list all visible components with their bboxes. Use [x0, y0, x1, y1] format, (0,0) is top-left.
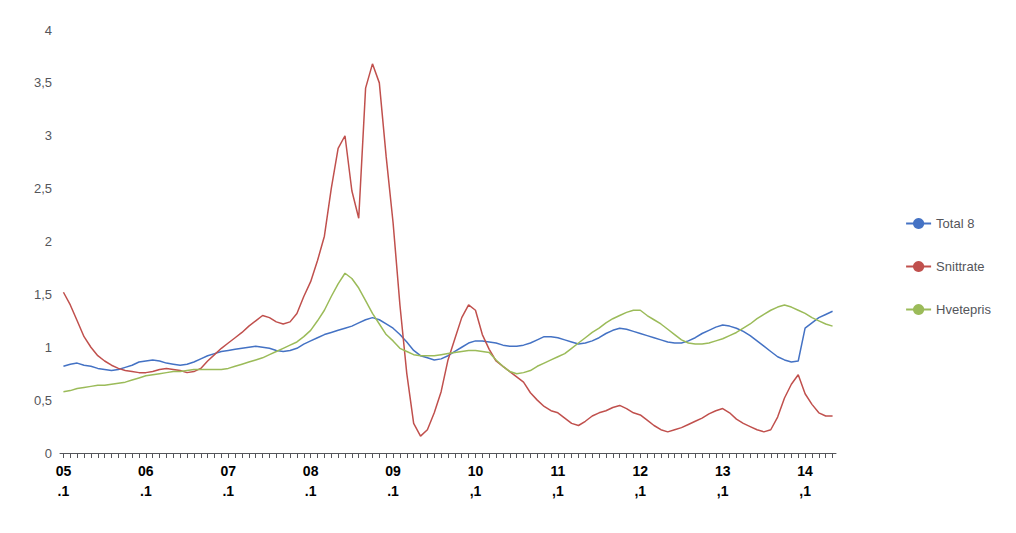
svg-text:0: 0 [45, 446, 52, 461]
svg-text:,1: ,1 [470, 483, 482, 499]
svg-text:Total 8: Total 8 [936, 216, 974, 231]
svg-text:.1: .1 [305, 483, 317, 499]
svg-text:05: 05 [56, 463, 72, 479]
svg-text:12: 12 [632, 463, 648, 479]
svg-text:.1: .1 [387, 483, 399, 499]
svg-text:,1: ,1 [634, 483, 646, 499]
svg-text:10: 10 [468, 463, 484, 479]
svg-text:14: 14 [797, 463, 813, 479]
svg-text:08: 08 [303, 463, 319, 479]
svg-text:11: 11 [550, 463, 565, 479]
svg-text:.1: .1 [58, 483, 70, 499]
svg-text:1,5: 1,5 [34, 287, 52, 302]
svg-text:.1: .1 [140, 483, 152, 499]
svg-text:Hvetepris: Hvetepris [936, 302, 991, 317]
svg-text:0,5: 0,5 [34, 393, 52, 408]
svg-text:,1: ,1 [552, 483, 564, 499]
svg-text:13: 13 [715, 463, 731, 479]
svg-text:1: 1 [45, 340, 52, 355]
svg-text:4: 4 [45, 23, 52, 38]
svg-text:,1: ,1 [799, 483, 811, 499]
svg-text:,1: ,1 [717, 483, 729, 499]
svg-text:3,5: 3,5 [34, 75, 52, 90]
svg-text:3: 3 [45, 128, 52, 143]
svg-text:Snittrate: Snittrate [936, 259, 984, 274]
svg-text:09: 09 [385, 463, 401, 479]
svg-text:2,5: 2,5 [34, 181, 52, 196]
svg-text:07: 07 [220, 463, 236, 479]
svg-text:06: 06 [138, 463, 154, 479]
svg-text:.1: .1 [222, 483, 234, 499]
svg-text:2: 2 [45, 234, 52, 249]
